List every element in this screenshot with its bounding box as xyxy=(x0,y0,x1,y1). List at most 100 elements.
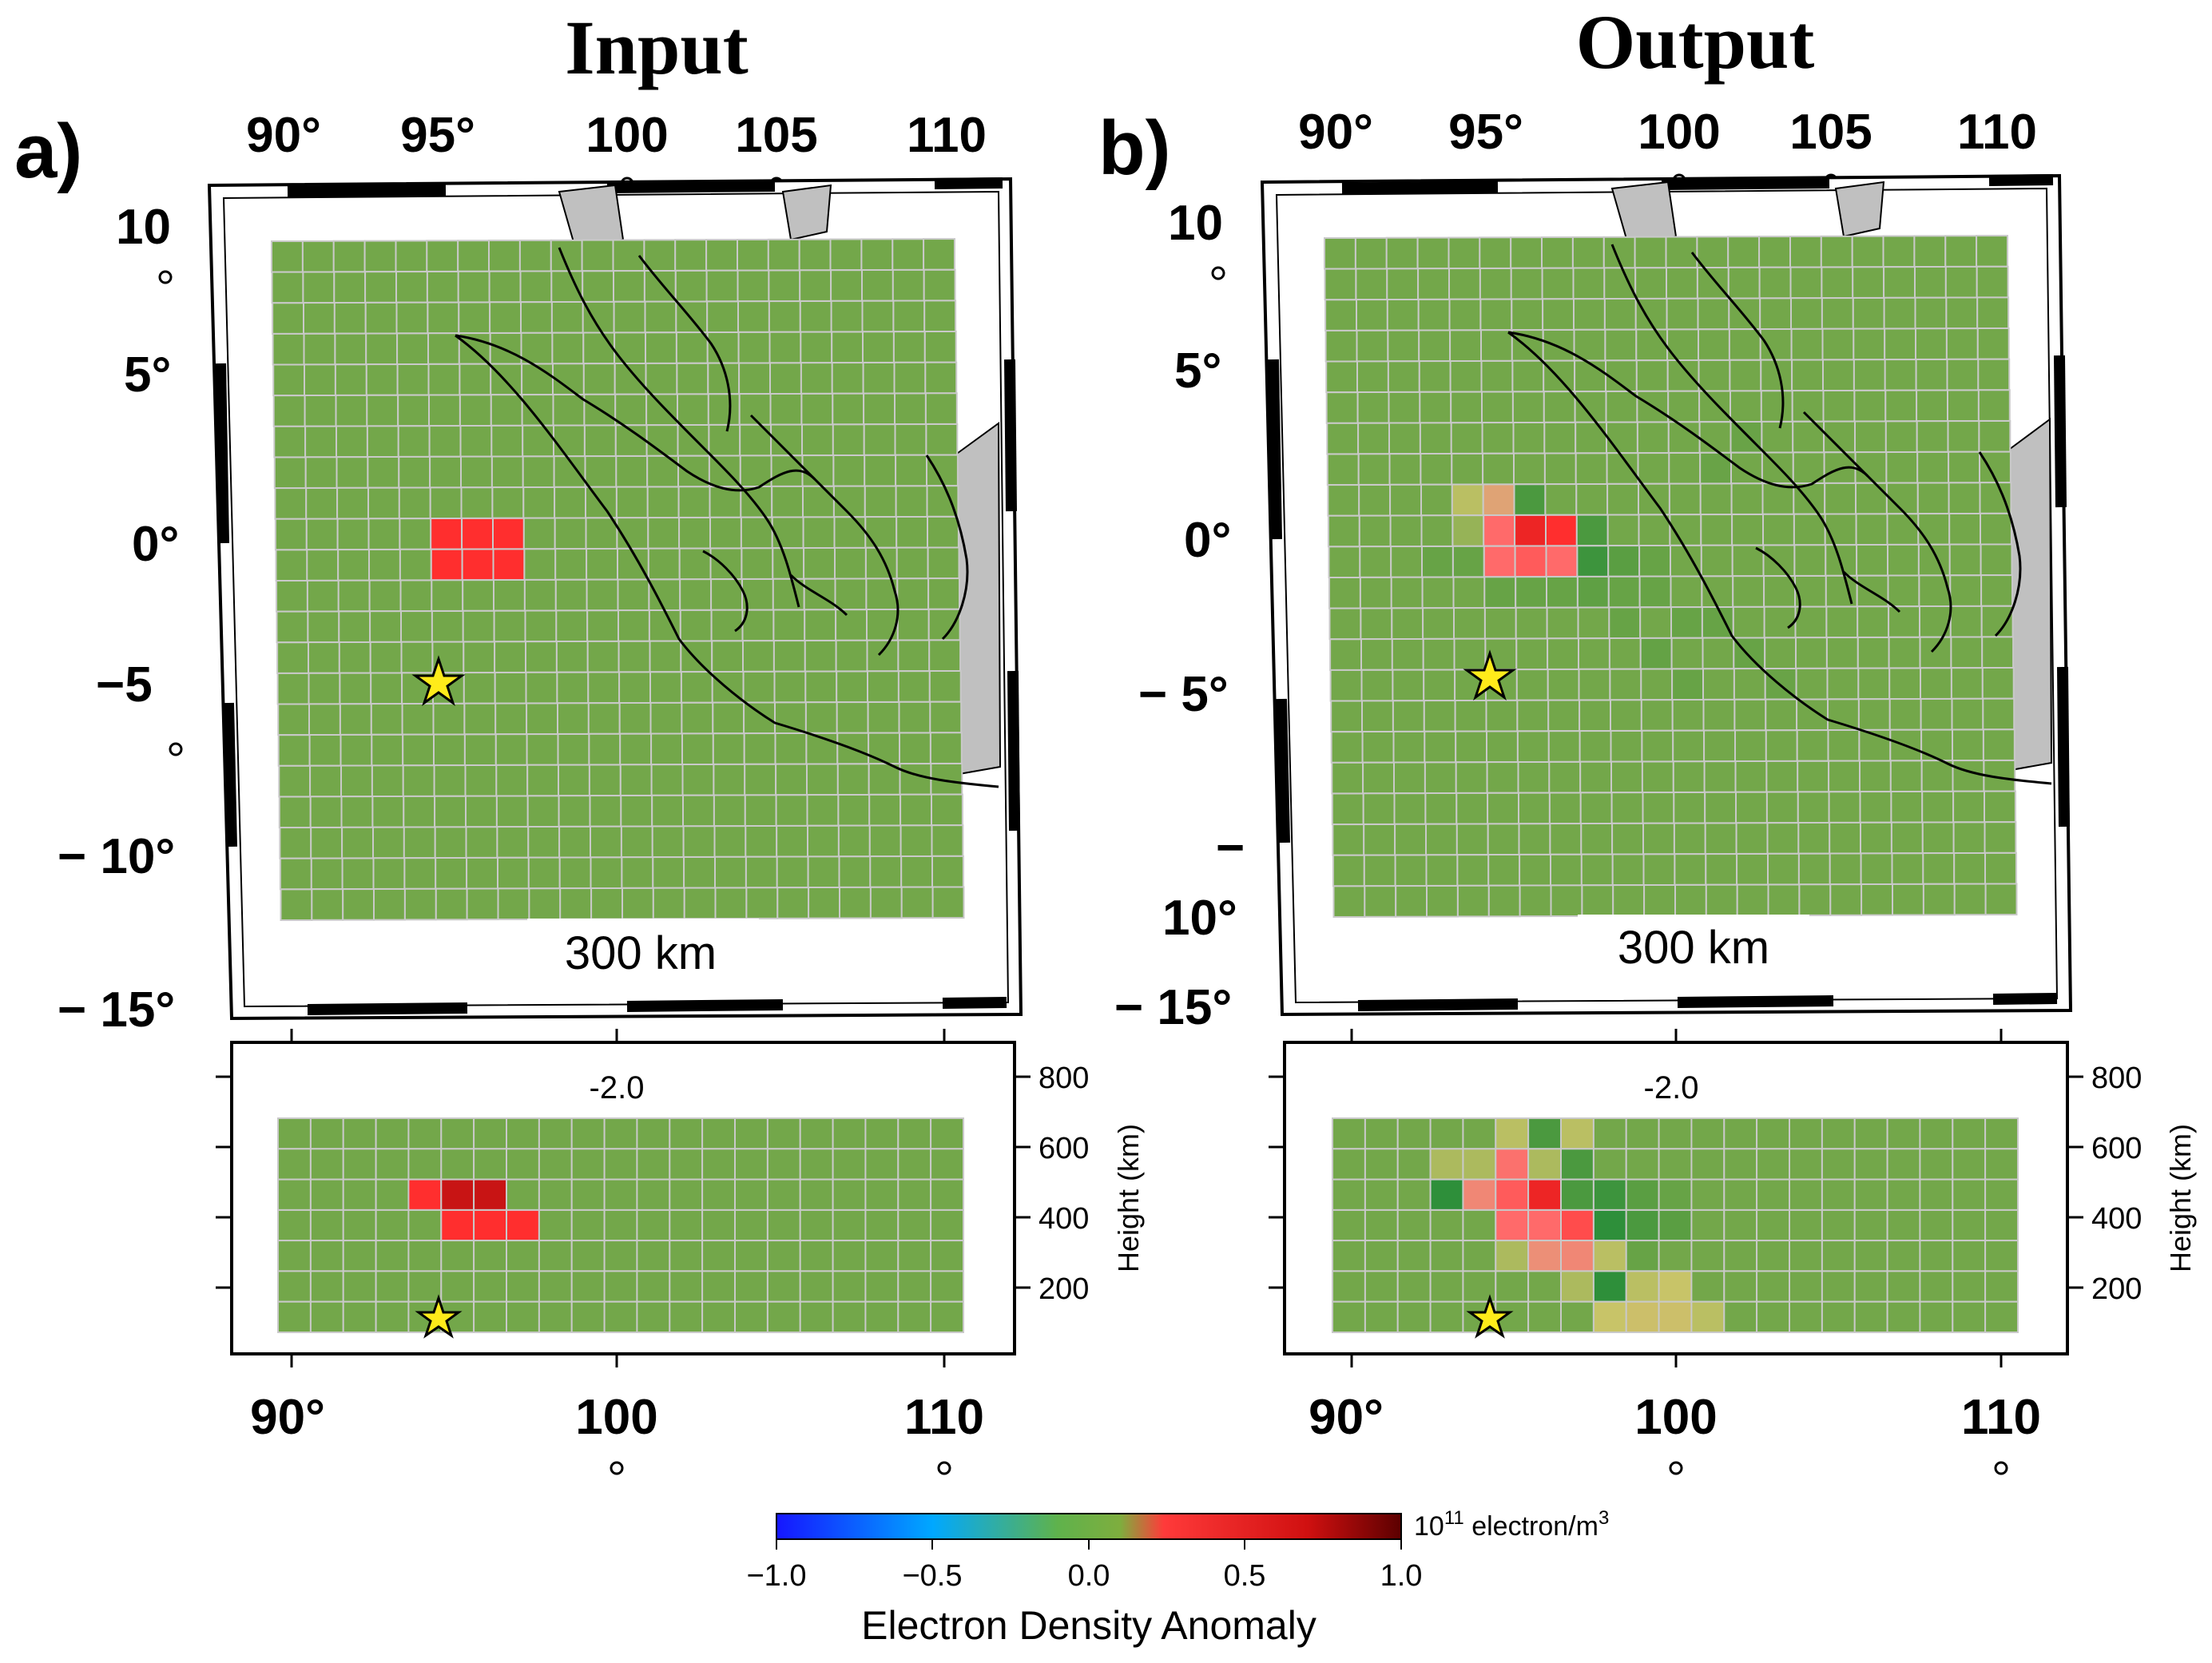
grid-cell xyxy=(1887,543,1920,577)
grid-cell xyxy=(367,456,400,489)
grid-cell xyxy=(1550,884,1583,918)
grid-cell xyxy=(432,702,466,736)
grid-cell xyxy=(1919,1300,1954,1333)
frame-scale-bar-top xyxy=(287,177,1003,197)
grid-cell xyxy=(336,486,370,520)
grid-cell xyxy=(899,793,932,827)
grid-cell xyxy=(1853,1148,1888,1181)
grid-cell xyxy=(1762,544,1796,577)
grid-cell xyxy=(869,855,903,888)
grid-cell xyxy=(1888,667,1922,701)
grid-cell xyxy=(1727,266,1761,300)
anomaly-cell xyxy=(1545,514,1578,547)
grid-cell xyxy=(506,1178,540,1211)
anomaly-cell xyxy=(1607,575,1641,609)
grid-cell xyxy=(402,733,435,767)
grid-cell xyxy=(1702,637,1735,670)
grid-cell xyxy=(1949,574,1983,607)
grid-cell xyxy=(1387,329,1420,363)
grid-cell xyxy=(1389,514,1423,548)
grid-cell xyxy=(398,455,431,489)
grid-cell xyxy=(869,886,903,919)
grid-cell xyxy=(1796,729,1829,762)
grid-cell xyxy=(896,608,930,641)
anomaly-cell xyxy=(473,1178,507,1211)
anomaly-cell xyxy=(1560,1117,1594,1150)
grid-cell xyxy=(1674,853,1707,886)
panel-a-map-grid xyxy=(271,238,965,922)
grid-cell xyxy=(440,1148,475,1181)
grid-cell xyxy=(1948,450,1981,484)
grid-cell xyxy=(302,271,336,304)
lon-tick: 105 xyxy=(1789,105,1872,160)
grid-cell xyxy=(273,456,307,490)
grid-cell xyxy=(1948,543,1982,577)
grid-cell xyxy=(837,824,871,858)
panel-b-title: Output xyxy=(1576,0,1815,85)
grid-cell xyxy=(647,517,681,550)
grid-cell xyxy=(864,454,897,487)
grid-cell xyxy=(583,424,617,458)
grid-cell xyxy=(621,856,654,889)
anomaly-cell xyxy=(1658,1300,1693,1333)
panel-a-section: -2.0 800 600 400 200 Height (km) 90° xyxy=(216,1029,1145,1475)
grid-cell xyxy=(1640,668,1674,701)
grid-cell xyxy=(340,796,374,828)
grid-cell xyxy=(1952,1240,1987,1272)
grid-cell xyxy=(897,1178,932,1211)
section-label: -2.0 xyxy=(590,1070,645,1105)
grid-cell xyxy=(1857,605,1890,638)
grid-cell xyxy=(495,795,529,828)
grid-cell xyxy=(368,579,402,613)
grid-cell xyxy=(1704,822,1737,855)
grid-cell xyxy=(570,1240,606,1272)
grid-cell xyxy=(370,672,403,705)
grid-cell xyxy=(368,549,401,581)
grid-cell xyxy=(714,887,748,920)
grid-cell xyxy=(1853,1300,1888,1333)
panel-b: Output b) 90° 95° 100 105 110 10 5° 0° −… xyxy=(1098,0,2197,1475)
grid-cell xyxy=(603,1270,638,1303)
grid-cell xyxy=(1449,360,1483,393)
grid-cell xyxy=(799,1117,834,1150)
anomaly-cell xyxy=(1546,576,1579,609)
grid-cell xyxy=(713,794,746,828)
grid-cell xyxy=(1479,268,1512,300)
grid-cell xyxy=(364,271,398,304)
grid-cell xyxy=(1860,821,1892,855)
grid-cell xyxy=(473,1148,507,1181)
grid-cell xyxy=(1426,885,1459,918)
grid-cell xyxy=(557,733,590,766)
grid-cell xyxy=(522,455,555,489)
grid-cell xyxy=(737,331,771,364)
grid-cell xyxy=(367,518,401,550)
grid-cell xyxy=(1577,606,1610,640)
grid-cell xyxy=(590,856,623,890)
grid-cell xyxy=(489,332,522,365)
grid-cell xyxy=(522,424,555,458)
grid-cell xyxy=(490,455,524,489)
grid-cell xyxy=(1856,544,1889,577)
grid-cell xyxy=(798,238,832,272)
anomaly-cell xyxy=(1495,1117,1530,1150)
grid-cell xyxy=(1360,669,1394,702)
grid-cell xyxy=(799,1148,834,1181)
grid-cell xyxy=(427,301,460,335)
grid-cell xyxy=(1859,760,1892,793)
grid-cell xyxy=(802,516,836,550)
grid-cell xyxy=(1951,697,1984,731)
grid-cell xyxy=(644,300,677,334)
anomaly-cell xyxy=(407,1178,443,1211)
grid-cell xyxy=(489,301,522,334)
grid-cell xyxy=(1416,236,1450,270)
grid-cell xyxy=(1392,669,1425,702)
grid-cell xyxy=(836,670,869,704)
lon-tick: 90° xyxy=(246,108,321,163)
anomaly-cell xyxy=(1483,576,1517,609)
grid-cell xyxy=(1666,328,1700,361)
grid-cell xyxy=(1917,513,1951,546)
grid-cell xyxy=(1886,1117,1921,1150)
grid-cell xyxy=(1855,513,1888,546)
grid-cell xyxy=(705,239,738,272)
grid-cell xyxy=(893,361,927,395)
